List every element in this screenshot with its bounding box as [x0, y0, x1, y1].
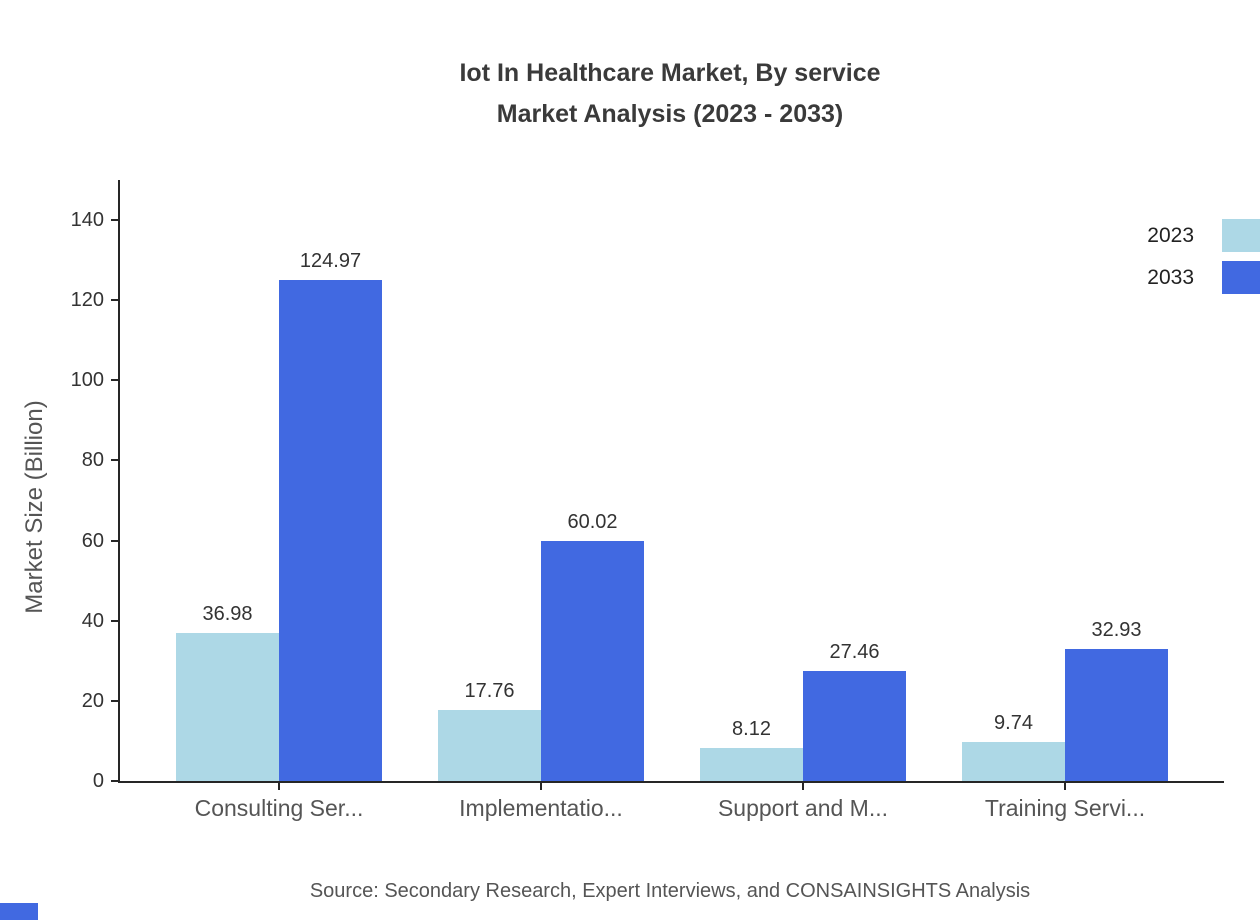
bar-value-label: 36.98 — [202, 602, 253, 625]
y-tick — [111, 379, 120, 382]
x-category-label: Implementatio... — [459, 795, 623, 821]
legend-swatch — [1222, 261, 1260, 294]
bar-2023-1 — [176, 632, 279, 781]
y-axis-title: Market Size (Billion) — [21, 400, 48, 614]
bar-2033-4 — [1065, 649, 1168, 781]
y-tick — [111, 459, 120, 462]
y-tick-label: 60 — [81, 529, 104, 552]
chart-title-line2: Market Analysis (2023 - 2033) — [496, 100, 844, 128]
y-tick-label: 140 — [70, 209, 104, 232]
x-category-label: Consulting Ser... — [194, 795, 364, 821]
y-tick-label: 80 — [81, 449, 104, 472]
bar-2023-2 — [438, 709, 541, 781]
x-tick — [278, 781, 280, 790]
chart-title-line1: Iot In Healthcare Market, By service — [459, 59, 881, 87]
y-tick — [111, 780, 120, 782]
bar-2023-3 — [700, 748, 803, 781]
x-tick — [802, 781, 804, 790]
brand-mark — [0, 903, 38, 920]
bar-value-label: 60.02 — [567, 510, 618, 533]
legend-item-2023: 2023 — [1147, 219, 1260, 252]
bar-2033-1 — [279, 280, 382, 781]
legend: 2023 2033 — [1147, 219, 1260, 294]
y-tick-label: 100 — [70, 369, 104, 392]
x-category-label: Training Servi... — [984, 795, 1146, 821]
bar-2023-4 — [962, 741, 1065, 781]
bar-value-label: 9.74 — [994, 711, 1033, 734]
source-text: Source: Secondary Research, Expert Inter… — [309, 880, 1031, 902]
bar-value-label: 17.76 — [464, 679, 515, 702]
x-tick — [540, 781, 542, 790]
bar-value-label: 124.97 — [299, 250, 362, 273]
x-tick — [1064, 781, 1066, 790]
y-tick — [111, 219, 120, 222]
legend-swatch — [1222, 219, 1260, 252]
bar-value-label: 32.93 — [1091, 619, 1142, 642]
y-tick-label: 40 — [81, 609, 104, 632]
x-category-label: Support and M... — [717, 795, 889, 821]
bar-value-label: 8.12 — [732, 718, 771, 741]
legend-item-2033: 2033 — [1147, 261, 1260, 294]
y-tick — [111, 299, 120, 302]
bar-value-label: 27.46 — [829, 640, 880, 663]
y-tick — [111, 619, 120, 622]
y-tick — [111, 539, 120, 542]
plot-area: 0 20 40 60 80 100 120 140 36.98 124.97 Consulting … — [71, 180, 1224, 821]
y-tick-label: 120 — [70, 289, 104, 312]
legend-label: 2033 — [1147, 265, 1194, 289]
bar-2033-2 — [541, 540, 644, 781]
y-tick-label: 20 — [81, 689, 104, 712]
y-tick-label: 0 — [92, 770, 104, 792]
y-tick — [111, 699, 120, 702]
legend-label: 2023 — [1147, 223, 1194, 247]
chart-title: Iot In Healthcare Market, By service Mar… — [80, 53, 1260, 135]
bar-2033-3 — [803, 670, 906, 781]
